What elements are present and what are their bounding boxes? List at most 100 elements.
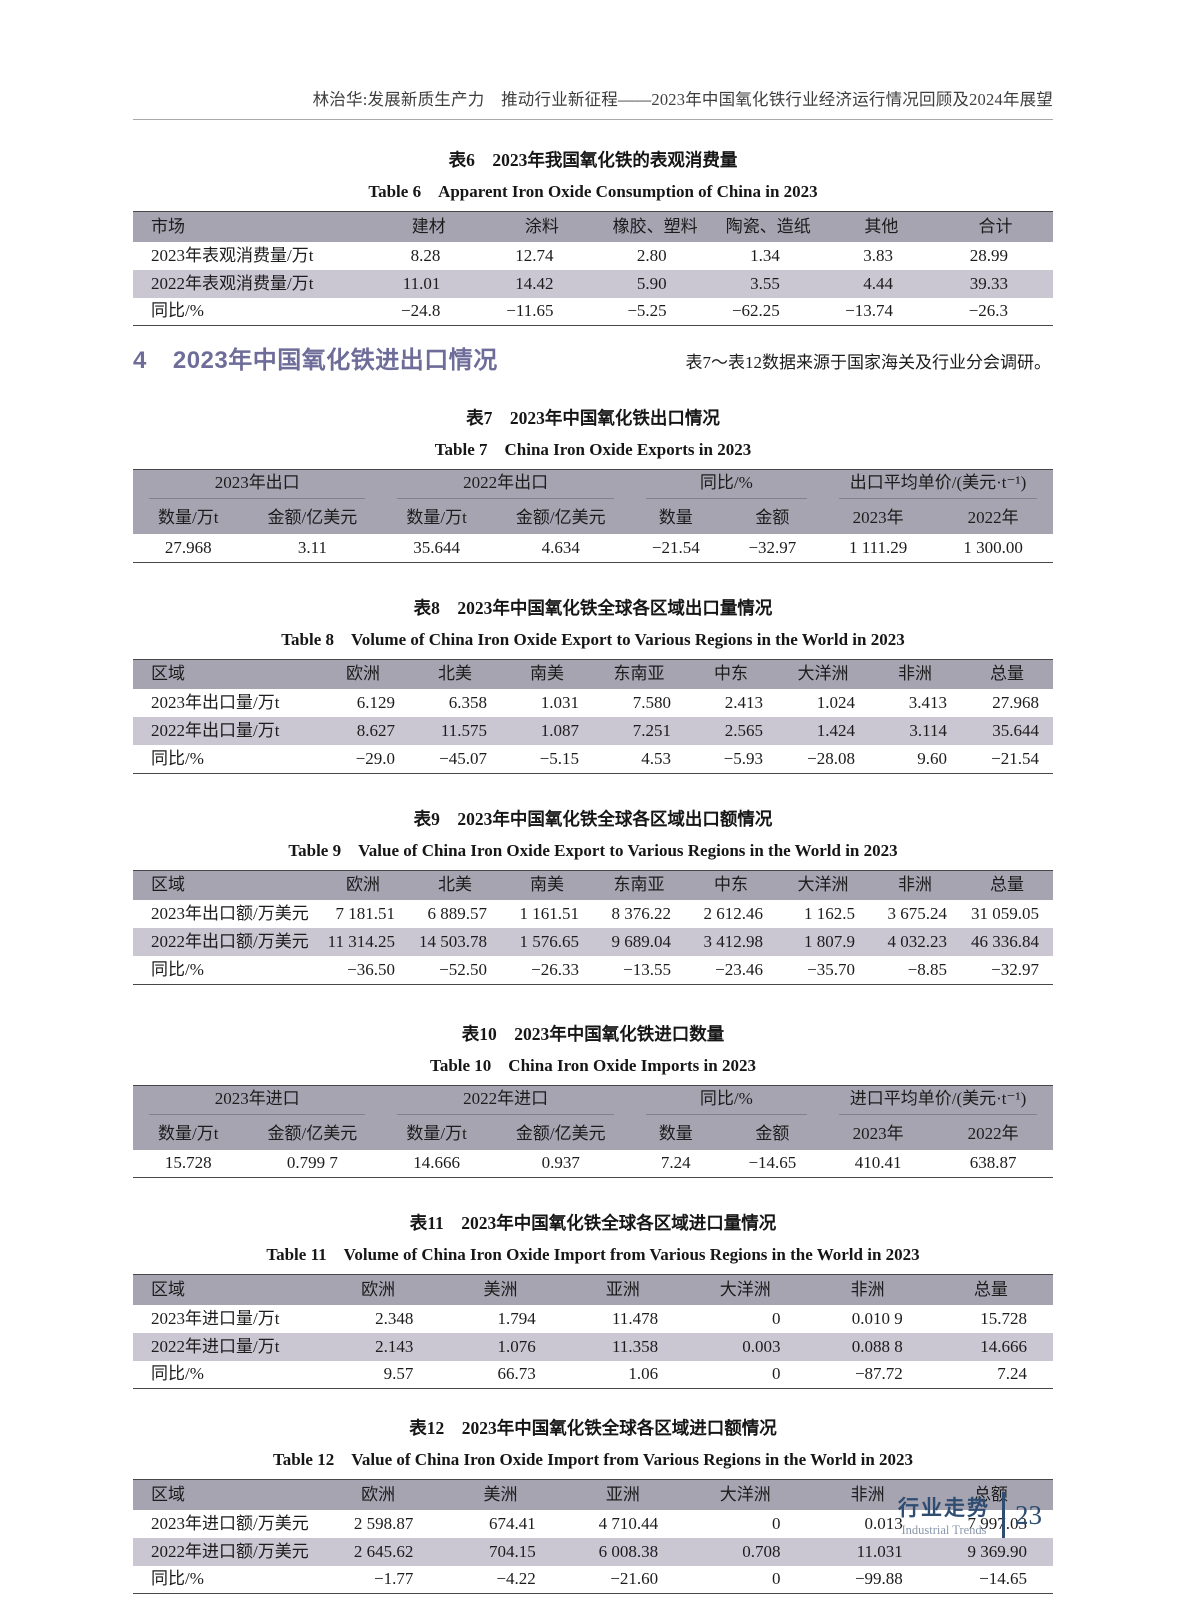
column-header: 非洲 <box>869 659 961 689</box>
column-header: 数量/万t <box>133 502 244 534</box>
table9-block: 表9 2023年中国氧化铁全球各区域出口额情况 Table 9 Value of… <box>133 806 1053 985</box>
table-row: 同比/% −1.77 −4.22 −21.60 0 −99.88 −14.65 <box>133 1566 1053 1594</box>
table11-title-en: Table 11 Volume of China Iron Oxide Impo… <box>266 1245 920 1264</box>
cell-value: 0.799 7 <box>286 1153 338 1173</box>
cell-value: 1 576.65 <box>501 928 593 956</box>
column-header: 2023年 <box>822 502 934 534</box>
cell-value: 8.28 <box>410 245 441 265</box>
row-label: 同比/% <box>151 959 204 979</box>
cell-value: 6.129 <box>356 693 395 712</box>
table-header-row: 区域 欧洲 美洲 亚洲 大洋洲 非洲 总量 <box>133 1274 1053 1305</box>
table-row: 2023年出口量/万t 6.129 6.358 1.031 7.580 2.413 1.02… <box>133 689 1053 717</box>
row-label: 2022年出口量/万t <box>133 717 317 745</box>
column-header: 2022年 <box>933 502 1053 534</box>
cell-value: 1 161.51 <box>519 904 580 923</box>
table-row: 2023年表观消费量/万t 8.28 12.74 2.80 1.34 3.83 28.99 <box>133 242 1053 270</box>
column-header: 总量 <box>928 1274 1053 1305</box>
group-header: 同比/% <box>629 1085 823 1118</box>
table-header-row: 市场 建材 涂料 橡胶、塑料 陶瓷、造纸 其他 合计 <box>133 211 1053 242</box>
cell-value: 7.251 <box>593 717 685 745</box>
cell-value: 3.83 <box>863 245 893 265</box>
table-row: 2023年进口额/万美元 2 598.87 674.41 4 710.44 0 0.013… <box>133 1510 1053 1538</box>
table-row: 27.968 3.11 35.644 4.634 −21.54 −32.97 1 111.2… <box>133 534 1053 562</box>
row-label: 2023年出口量/万t <box>151 693 280 712</box>
cell-value: 7 997.03 <box>967 1513 1028 1533</box>
column-header: 数量 <box>629 502 722 534</box>
table9: 区域 欧洲 北美 南美 东南亚 中东 大洋洲 非洲 总量 2023年出口额/万美元 7 181.5… <box>133 869 1053 985</box>
cell-value: 9 689.04 <box>593 928 685 956</box>
cell-value: 8 376.22 <box>611 904 672 923</box>
column-header: 东南亚 <box>593 659 685 689</box>
cell-value: 8.627 <box>317 717 409 745</box>
cell-value: 0 <box>771 1364 781 1384</box>
cell-value: −26.3 <box>968 301 1008 321</box>
cell-value: −21.54 <box>991 748 1039 768</box>
column-header: 非洲 <box>869 870 961 900</box>
cell-value: 31 059.05 <box>971 904 1039 923</box>
column-header: 欧洲 <box>317 870 409 900</box>
cell-value: 1 300.00 <box>963 537 1023 557</box>
cell-value: 4.53 <box>641 748 671 768</box>
column-header: 数量/万t <box>381 502 492 534</box>
table-row: 2022年出口量/万t 8.627 11.575 1.087 7.251 2.565 1.4… <box>133 717 1053 745</box>
cell-value: 3.55 <box>711 269 825 298</box>
column-header: 大洋洲 <box>777 659 869 689</box>
table-body: 2023年出口量/万t 6.129 6.358 1.031 7.580 2.413 1.02… <box>133 689 1053 773</box>
table-row: 2023年进口量/万t 2.348 1.794 11.478 0 0.010 9 15.72… <box>133 1305 1053 1333</box>
cell-value: 7.24 <box>997 1364 1027 1384</box>
cell-value: −5.25 <box>627 301 667 321</box>
cell-value: −28.08 <box>807 748 855 768</box>
cell-value: −11.65 <box>506 301 554 321</box>
row-label: 2022年出口额/万美元 <box>133 928 317 956</box>
table-row: 同比/% −29.0 −45.07 −5.15 4.53 −5.93 −28.08 9.60 −… <box>133 745 1053 773</box>
column-header: 2022年 <box>933 1117 1053 1150</box>
column-header: 区域 <box>133 870 317 900</box>
table-header-row: 区域 欧洲 北美 南美 东南亚 中东 大洋洲 非洲 总量 <box>133 870 1053 900</box>
row-label: 2022年表观消费量/万t <box>133 269 373 298</box>
column-header: 亚洲 <box>561 1479 685 1510</box>
cell-value: −1.77 <box>374 1569 414 1589</box>
cell-value: −21.60 <box>610 1569 659 1589</box>
table10-block: 表10 2023年中国氧化铁进口数量 Table 10 China Iron O… <box>133 1021 1053 1178</box>
column-header: 总量 <box>961 659 1053 689</box>
cell-value: −45.07 <box>439 748 487 768</box>
section-number: 4 <box>133 347 147 374</box>
cell-value: 5.90 <box>598 269 712 298</box>
table12-title-en: Table 12 Value of China Iron Oxide Impor… <box>272 1450 914 1469</box>
group-header: 2022年进口 <box>381 1085 630 1118</box>
table8-title-cn: 表8 2023年中国氧化铁全球各区域出口量情况 <box>413 597 773 618</box>
table6: 市场 建材 涂料 橡胶、塑料 陶瓷、造纸 其他 合计 2023年表观消费量/万t 8.28 12… <box>133 211 1053 326</box>
table-body: 2023年表观消费量/万t 8.28 12.74 2.80 1.34 3.83 28.99 2… <box>133 242 1053 326</box>
cell-value: 0 <box>771 1569 781 1589</box>
table8: 区域 欧洲 北美 南美 东南亚 中东 大洋洲 非洲 总量 2023年出口量/万t 6.129 6.3… <box>133 658 1053 774</box>
cell-value: 6 889.57 <box>427 904 488 923</box>
cell-value: 0.003 <box>684 1332 807 1361</box>
cell-value: 2.80 <box>636 245 667 265</box>
table-header-row: 区域 欧洲 美洲 亚洲 大洋洲 非洲 总额 <box>133 1479 1053 1510</box>
cell-value: 0 <box>771 1308 781 1328</box>
table-body: 27.968 3.11 35.644 4.634 −21.54 −32.97 1 111.2… <box>133 534 1053 562</box>
cell-value: 0 <box>771 1513 781 1533</box>
table7-title-cn: 表7 2023年中国氧化铁出口情况 <box>466 408 720 428</box>
cell-value: −35.70 <box>807 959 855 979</box>
row-label: 同比/% <box>151 1364 204 1384</box>
column-header: 非洲 <box>806 1479 929 1510</box>
column-header: 建材 <box>372 211 486 242</box>
cell-value: 1 111.29 <box>849 537 908 557</box>
cell-value: −26.33 <box>531 959 579 979</box>
column-header: 非洲 <box>806 1274 929 1305</box>
table-subheader-row: 数量/万t 金额/亿美元 数量/万t 金额/亿美元 数量 金额 2023年 2022年 <box>133 502 1053 534</box>
cell-value: 7.580 <box>632 693 671 712</box>
cell-value: 674.41 <box>488 1513 536 1533</box>
table9-title-cn: 表9 2023年中国氧化铁全球各区域出口额情况 <box>413 808 773 829</box>
cell-value: 1 807.9 <box>777 928 869 956</box>
section-title: 2023年中国氧化铁进出口情况 <box>172 347 498 374</box>
column-header: 区域 <box>133 1274 317 1305</box>
column-header: 涂料 <box>485 211 599 242</box>
table7-title-en: Table 7 China Iron Oxide Exports in 2023 <box>434 440 752 459</box>
column-header: 金额 <box>721 502 823 534</box>
cell-value: −14.65 <box>748 1153 797 1173</box>
column-header: 北美 <box>409 870 501 900</box>
cell-value: −52.50 <box>439 959 487 979</box>
